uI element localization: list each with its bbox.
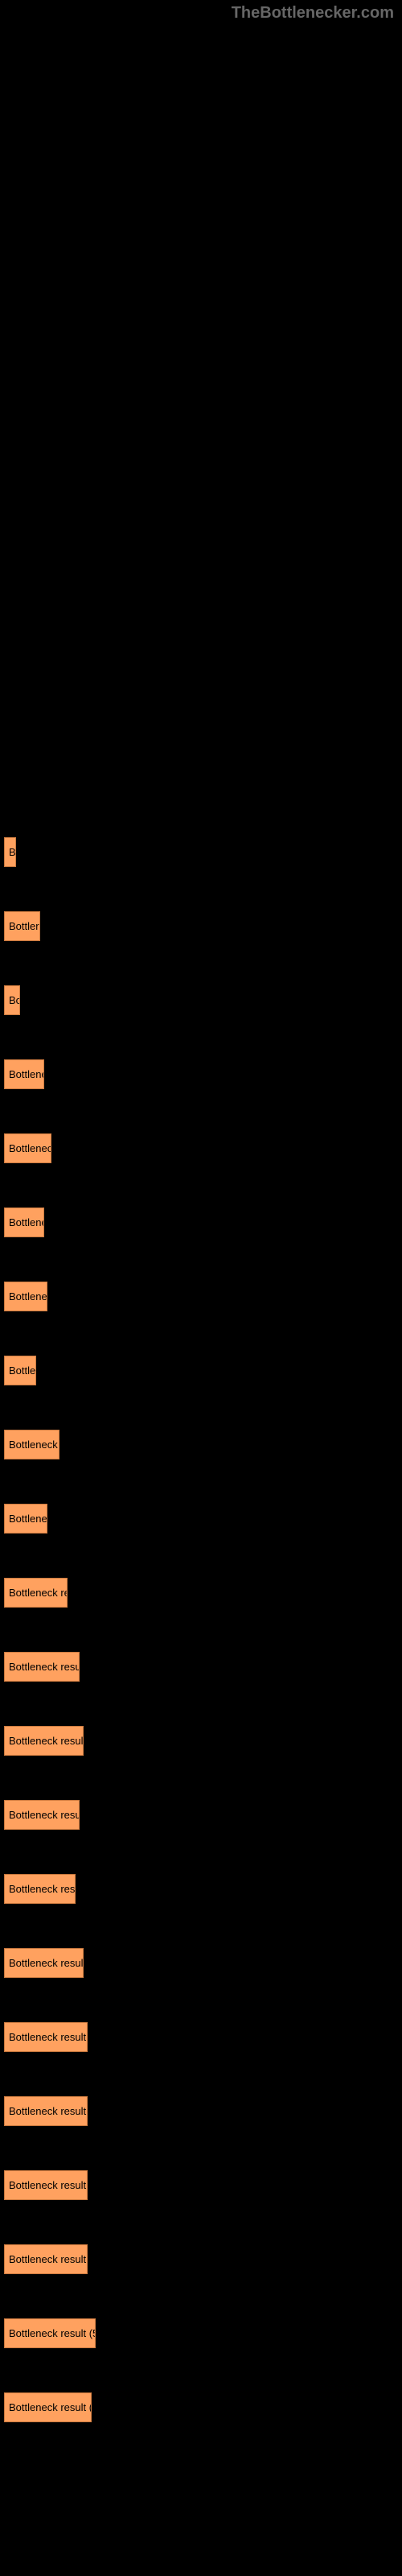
- chart-bar: Bottlene: [4, 1208, 44, 1237]
- chart-bar: Bottleneck result (: [4, 2170, 88, 2200]
- bar-group: Bo: [4, 985, 402, 1015]
- chart-bar: Bottleneck (: [4, 1133, 51, 1163]
- chart-bar: Bottleneck result (5: [4, 2392, 92, 2422]
- chart-bar: Bottler: [4, 911, 40, 941]
- chart-bar: B: [4, 837, 16, 867]
- bar-group: Bottlene: [4, 1504, 402, 1534]
- bar-group: Bottleneck result (: [4, 1652, 402, 1682]
- bar-group: Bottleneck result (: [4, 1726, 402, 1756]
- chart-bar: Bottleneck result (: [4, 1800, 80, 1830]
- chart-bar: Bottleneck result (57: [4, 2318, 96, 2348]
- bar-group: Bottleneck result (: [4, 2170, 402, 2200]
- watermark-text: TheBottlenecker.com: [232, 4, 394, 23]
- chart-bar: Bottleneck resu: [4, 1578, 68, 1608]
- chart-bar: Bottlene: [4, 1504, 47, 1534]
- chart-bar: Bottleneck result (: [4, 2022, 88, 2052]
- bar-group: Bottleneck resu: [4, 1578, 402, 1608]
- chart-bar: Bottleneck result (: [4, 1726, 84, 1756]
- chart-bar: Bo: [4, 985, 20, 1015]
- chart-bar: Bottleneck result (: [4, 1948, 84, 1978]
- bar-group: Bottlenec: [4, 1282, 402, 1311]
- chart-bar: Bottlene: [4, 1059, 44, 1089]
- bar-group: B: [4, 837, 402, 867]
- bar-group: Bottleneck result (: [4, 2022, 402, 2052]
- bar-group: Bottler: [4, 911, 402, 941]
- chart-bar: Bottle: [4, 1356, 36, 1385]
- bar-group: Bottleneck result (5: [4, 2392, 402, 2422]
- bar-group: Bottle: [4, 1356, 402, 1385]
- bar-group: Bottleneck result (: [4, 1800, 402, 1830]
- bar-group: Bottleneck (: [4, 1133, 402, 1163]
- bar-group: Bottleneck result (: [4, 2096, 402, 2126]
- chart-bar: Bottleneck result (: [4, 2096, 88, 2126]
- chart-bar: Bottleneck re: [4, 1430, 59, 1459]
- bar-group: Bottleneck resu: [4, 1874, 402, 1904]
- chart-bar: Bottleneck result (: [4, 2244, 88, 2274]
- chart-bar: Bottleneck result (: [4, 1652, 80, 1682]
- chart-bar: Bottlenec: [4, 1282, 47, 1311]
- bar-group: Bottleneck result (: [4, 2244, 402, 2274]
- bar-group: Bottleneck re: [4, 1430, 402, 1459]
- bar-group: Bottlene: [4, 1059, 402, 1089]
- bar-group: Bottleneck result (57: [4, 2318, 402, 2348]
- bar-chart-container: B Bottler Bo Bottlene Bottleneck ( Bottlene Bo…: [0, 837, 402, 2422]
- bar-group: Bottlene: [4, 1208, 402, 1237]
- bar-group: Bottleneck result (: [4, 1948, 402, 1978]
- chart-bar: Bottleneck resu: [4, 1874, 76, 1904]
